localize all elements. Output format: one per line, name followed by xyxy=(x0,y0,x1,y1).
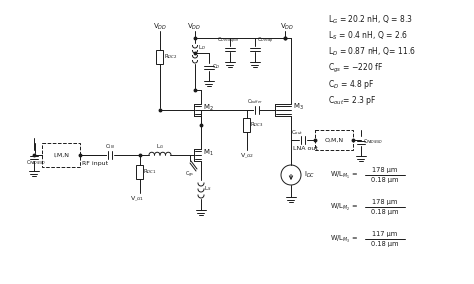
Text: C$_{gs}$: C$_{gs}$ xyxy=(185,170,195,180)
Text: V$_{DD}$: V$_{DD}$ xyxy=(187,22,201,32)
Text: R$_{DC3}$: R$_{DC3}$ xyxy=(250,120,264,130)
Text: 0.18 μm: 0.18 μm xyxy=(371,241,399,247)
Text: C$_{gs}$ = −220 fF: C$_{gs}$ = −220 fF xyxy=(328,62,383,75)
Text: L$_G$ = 20.2 nH, Q = 8.3: L$_G$ = 20.2 nH, Q = 8.3 xyxy=(328,14,413,26)
Text: V$_{DD}$: V$_{DD}$ xyxy=(153,22,167,32)
Text: C$_{out}$= 2.3 pF: C$_{out}$= 2.3 pF xyxy=(328,94,376,107)
Text: C$_{PAD/ESD}$: C$_{PAD/ESD}$ xyxy=(26,159,46,167)
Bar xyxy=(156,50,164,64)
Text: V$_{\_G1}$: V$_{\_G1}$ xyxy=(130,195,144,203)
Text: 178 μm: 178 μm xyxy=(372,199,398,205)
Text: C$_{buffer}$: C$_{buffer}$ xyxy=(247,97,263,106)
Text: C$_{out}$: C$_{out}$ xyxy=(291,129,303,137)
Text: L$_S$: L$_S$ xyxy=(204,185,211,193)
Text: W/L$_{M_2}$ =: W/L$_{M_2}$ = xyxy=(330,201,358,212)
Text: V$_{\_G2}$: V$_{\_G2}$ xyxy=(240,152,254,160)
Text: L$_D$: L$_D$ xyxy=(198,43,206,53)
Text: C$_{Decap}$: C$_{Decap}$ xyxy=(257,36,273,46)
Text: M$_1$: M$_1$ xyxy=(203,148,214,158)
Bar xyxy=(137,165,144,179)
Text: 0.18 μm: 0.18 μm xyxy=(371,177,399,183)
Text: C$_{IN}$: C$_{IN}$ xyxy=(105,143,115,151)
Text: R$_{DC2}$: R$_{DC2}$ xyxy=(164,53,178,61)
Text: 178 μm: 178 μm xyxy=(372,167,398,173)
Text: I$_{DC}$: I$_{DC}$ xyxy=(304,170,315,180)
Text: O,M,N: O,M,N xyxy=(324,137,344,143)
Bar xyxy=(315,130,353,150)
Text: C$_D$: C$_D$ xyxy=(212,62,221,72)
Text: R$_{DC1}$: R$_{DC1}$ xyxy=(143,168,156,176)
Text: L$_D$ = 0.87 nH, Q= 11.6: L$_D$ = 0.87 nH, Q= 11.6 xyxy=(328,46,416,59)
Text: M$_3$: M$_3$ xyxy=(293,102,304,112)
Text: V$_{DD}$: V$_{DD}$ xyxy=(280,22,294,32)
Text: W/L$_{M_1}$ =: W/L$_{M_1}$ = xyxy=(330,170,358,181)
Text: L$_S$ = 0.4 nH, Q = 2.6: L$_S$ = 0.4 nH, Q = 2.6 xyxy=(328,30,408,43)
Text: LNA out: LNA out xyxy=(292,145,318,151)
Text: C$_{PAD/ESD}$: C$_{PAD/ESD}$ xyxy=(363,138,383,146)
Text: 117 μm: 117 μm xyxy=(373,231,398,237)
Text: L$_G$: L$_G$ xyxy=(156,143,164,151)
Text: M$_2$: M$_2$ xyxy=(203,103,214,113)
Text: W/L$_{M_3}$ =: W/L$_{M_3}$ = xyxy=(330,233,358,245)
Text: I,M,N: I,M,N xyxy=(53,153,69,158)
Bar xyxy=(244,118,250,132)
Text: RF input: RF input xyxy=(82,160,108,166)
Text: 0.18 μm: 0.18 μm xyxy=(371,209,399,215)
Text: C$_D$ = 4.8 pF: C$_D$ = 4.8 pF xyxy=(328,78,374,91)
Text: C$_{Decouplin}$: C$_{Decouplin}$ xyxy=(217,36,239,46)
Bar xyxy=(42,143,80,167)
